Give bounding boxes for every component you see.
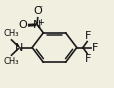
Text: +: +: [36, 18, 43, 27]
Text: ⁻: ⁻: [37, 4, 42, 14]
Text: O: O: [18, 20, 27, 30]
Text: CH₃: CH₃: [3, 29, 18, 38]
Text: O: O: [33, 6, 42, 16]
Text: CH₃: CH₃: [3, 57, 18, 66]
Text: F: F: [91, 43, 97, 53]
Text: N: N: [33, 20, 41, 30]
Text: N: N: [15, 43, 23, 53]
Text: F: F: [84, 54, 90, 64]
Text: F: F: [84, 31, 90, 41]
